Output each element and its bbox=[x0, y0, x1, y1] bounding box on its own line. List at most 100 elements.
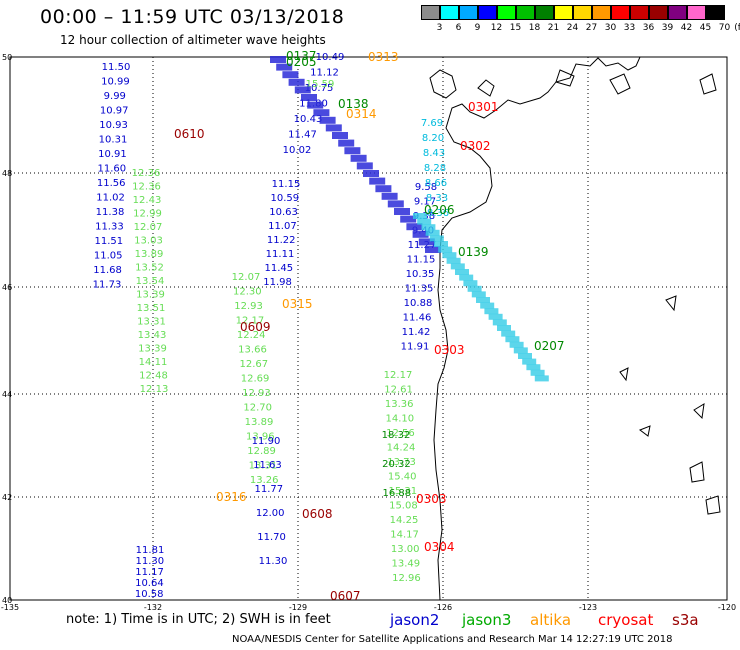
wave-height-value: 14.17 bbox=[390, 530, 419, 541]
wave-height-value: 10.91 bbox=[98, 149, 127, 160]
coastline-island bbox=[689, 461, 705, 483]
page-subtitle: 12 hour collection of altimeter wave hei… bbox=[60, 33, 326, 47]
coastline-island bbox=[699, 73, 717, 95]
wave-height-value: 14.10 bbox=[385, 414, 414, 425]
swath-mark bbox=[350, 154, 367, 162]
wave-height-value: 11.73 bbox=[93, 280, 122, 291]
wave-height-value: 14.25 bbox=[390, 515, 419, 526]
wave-height-value: 14.11 bbox=[139, 357, 168, 368]
swath-mark bbox=[375, 185, 392, 193]
wave-height-value: 12.96 bbox=[392, 573, 421, 584]
scale-unit: (ft) bbox=[734, 23, 740, 33]
coastline-island bbox=[705, 495, 721, 515]
coastline-island bbox=[429, 69, 457, 99]
scale-swatch bbox=[630, 5, 649, 20]
scale-swatch bbox=[668, 5, 687, 20]
swath-mark bbox=[288, 78, 305, 86]
swath-mark bbox=[522, 358, 537, 365]
pass-time-label: 0205 bbox=[286, 55, 317, 69]
swath-mark bbox=[484, 308, 499, 315]
scale-label: 12 bbox=[490, 23, 503, 33]
scale-label: 6 bbox=[455, 23, 462, 33]
footnote: note: 1) Time is in UTC; 2) SWH is in fe… bbox=[66, 612, 331, 627]
pass-time-label: 0137 bbox=[286, 49, 317, 63]
wave-height-value: 11.77 bbox=[254, 484, 283, 495]
wave-height-value: 11.60 bbox=[97, 164, 126, 175]
wave-height-value: 8.20 bbox=[422, 133, 444, 144]
swath-mark bbox=[319, 116, 336, 124]
wave-height-value: 12.30 bbox=[233, 287, 262, 298]
wave-height-value: 12.43 bbox=[133, 195, 162, 206]
wave-height-value: 10.88 bbox=[404, 298, 433, 309]
wave-height-value: 12.07 bbox=[134, 222, 163, 233]
wave-height-value: 9.99 bbox=[104, 91, 126, 102]
swath-mark bbox=[459, 274, 474, 281]
swath-mark bbox=[513, 347, 528, 354]
lat-label: 46 bbox=[2, 283, 12, 292]
scale-label: 45 bbox=[699, 23, 712, 33]
wave-height-value: 11.70 bbox=[257, 532, 286, 543]
coastline-island bbox=[609, 73, 631, 95]
swath-mark bbox=[301, 94, 317, 101]
pass-time-label: 0314 bbox=[346, 107, 377, 121]
wave-height-value: 12.61 bbox=[384, 385, 413, 396]
wave-height-value: 12.93 bbox=[242, 388, 271, 399]
scale-label: 24 bbox=[566, 23, 579, 33]
pass-time-label: 0301 bbox=[468, 100, 499, 114]
scale-swatch bbox=[573, 5, 592, 20]
wave-height-value: 8.43 bbox=[423, 148, 445, 159]
wave-height-value: 10.63 bbox=[269, 207, 298, 218]
scale-label: 42 bbox=[680, 23, 693, 33]
wave-height-value: 10.35 bbox=[406, 269, 435, 280]
swath-mark bbox=[406, 223, 423, 231]
swath-mark bbox=[294, 86, 311, 94]
pass-time-label: 0138 bbox=[338, 97, 369, 111]
scale-label: 30 bbox=[604, 23, 617, 33]
coastline bbox=[429, 56, 727, 601]
wave-height-value: 12.93 bbox=[234, 301, 263, 312]
swath-mark bbox=[534, 375, 549, 382]
wave-height-value: 10.93 bbox=[99, 120, 128, 131]
wave-height-value: 15.31 bbox=[388, 486, 417, 497]
swath-mark bbox=[307, 101, 324, 109]
swath-mark bbox=[418, 238, 435, 246]
wave-height-value: 15.40 bbox=[388, 472, 417, 483]
swath-mark bbox=[421, 224, 436, 231]
lon-label: -120 bbox=[718, 603, 736, 612]
scale-label: 18 bbox=[528, 23, 541, 33]
wave-height-value: 13.43 bbox=[138, 330, 167, 341]
swath-mark bbox=[450, 263, 465, 270]
pass-time-label: 0607 bbox=[330, 589, 361, 603]
wave-height-value: 11.98 bbox=[263, 277, 292, 288]
wave-height-value: 11.68 bbox=[93, 265, 122, 276]
wave-height-value: 12.13 bbox=[140, 384, 169, 395]
wave-height-value: 13.51 bbox=[137, 303, 166, 314]
wave-height-value: 13.39 bbox=[136, 290, 165, 301]
scale-label: 39 bbox=[661, 23, 674, 33]
legend-jason2: jason2 bbox=[390, 611, 440, 629]
wave-height-value: 16.88 bbox=[382, 488, 411, 499]
scale-swatch bbox=[421, 5, 440, 20]
swath-mark bbox=[387, 200, 404, 208]
pass-time-label: 0304 bbox=[424, 540, 455, 554]
scale-label: 27 bbox=[585, 23, 598, 33]
wave-height-value: 12.07 bbox=[232, 272, 261, 283]
wave-height-value: 15.59 bbox=[306, 79, 335, 90]
credit-line: NOAA/NESDIS Center for Satellite Applica… bbox=[232, 634, 673, 645]
swath-mark bbox=[429, 235, 444, 242]
lon-label: -129 bbox=[289, 603, 307, 612]
wave-height-value: 9.17 bbox=[414, 197, 436, 208]
lat-label: 50 bbox=[2, 53, 12, 62]
swath-mark bbox=[501, 330, 516, 337]
wave-height-value: 13.89 bbox=[245, 417, 274, 428]
scale-label: 70 bbox=[718, 23, 731, 33]
coastline-island bbox=[693, 403, 705, 420]
swath-mark bbox=[425, 246, 441, 253]
wave-height-value: 12.70 bbox=[243, 403, 272, 414]
wave-height-value: 11.33 bbox=[95, 222, 124, 233]
wave-height-value: 13.52 bbox=[135, 263, 164, 274]
wave-height-value: 8.36 bbox=[427, 208, 449, 219]
pass-time-label: 0139 bbox=[458, 245, 489, 259]
wave-height-value: 10.59 bbox=[270, 193, 299, 204]
wave-height-value: 13.36 bbox=[385, 399, 414, 410]
